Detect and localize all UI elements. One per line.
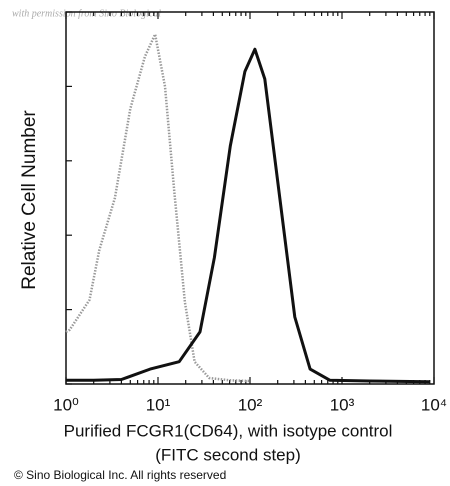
y-axis-label: Relative Cell Number [19, 110, 40, 290]
x-tick-label: 10¹ [146, 395, 171, 414]
watermark: with permission from Sino Biological [12, 8, 161, 19]
histogram-curve [65, 33, 251, 383]
x-tick-label: 10³ [330, 395, 355, 414]
x-axis-label: (FITC second step) [155, 445, 301, 464]
footer: © Sino Biological Inc. All rights reserv… [14, 468, 226, 482]
x-tick-label: 10² [238, 395, 263, 414]
x-axis-label: Purified FCGR1(CD64), with isotype contr… [64, 421, 393, 440]
x-tick-label: 10⁰ [53, 395, 79, 414]
plot-frame [65, 11, 435, 385]
histogram-curve [66, 47, 430, 384]
x-tick-label: 10⁴ [421, 395, 447, 414]
